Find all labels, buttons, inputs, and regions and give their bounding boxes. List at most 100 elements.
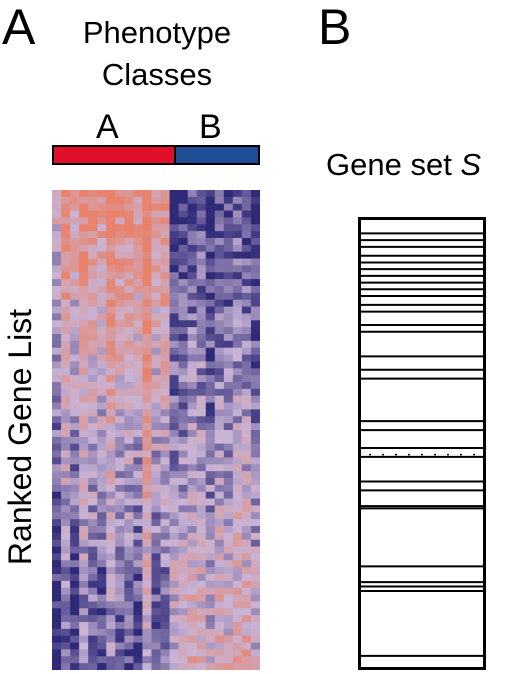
heatmap-cell — [160, 354, 170, 362]
heatmap-cell — [97, 587, 107, 595]
heatmap-cell — [88, 656, 98, 664]
heatmap-cell — [70, 642, 80, 650]
heatmap-cell — [178, 505, 189, 513]
heatmap-cell — [178, 306, 189, 314]
heatmap-cell — [187, 388, 198, 397]
heatmap-cell — [187, 238, 198, 246]
heatmap-cell — [133, 238, 143, 246]
heatmap-cell — [169, 587, 180, 595]
heatmap-cell — [124, 320, 134, 328]
heatmap-cell — [205, 382, 216, 390]
heatmap-cell — [115, 430, 125, 438]
heatmap-cell — [70, 210, 80, 218]
heatmap-cell — [160, 471, 170, 479]
heatmap-cell — [160, 395, 170, 403]
heatmap-cell — [160, 210, 170, 218]
heatmap-cell — [187, 258, 198, 266]
heatmap-cell — [142, 464, 152, 472]
heatmap-cell — [52, 402, 62, 410]
heatmap-cell — [169, 635, 180, 643]
heatmap-cell — [106, 512, 116, 520]
heatmap-cell — [241, 491, 252, 499]
heatmap-cell — [61, 443, 71, 451]
heatmap-cell — [241, 190, 252, 198]
heatmap-cell — [232, 526, 243, 534]
heatmap-cell — [52, 320, 62, 328]
heatmap-cell — [223, 491, 234, 499]
heatmap-cell — [241, 478, 252, 486]
heatmap-cell — [97, 395, 107, 403]
heatmap-cell — [187, 430, 198, 438]
heatmap-cell — [250, 491, 260, 499]
heatmap-cell — [70, 580, 80, 589]
heatmap-cell — [79, 539, 89, 547]
heatmap-cell — [79, 484, 89, 493]
heatmap-cell — [124, 265, 134, 273]
heatmap-cell — [250, 395, 260, 403]
heatmap-cell — [133, 368, 143, 376]
heatmap-cell — [142, 265, 152, 273]
heatmap-cell — [223, 553, 234, 561]
heatmap-cell — [241, 416, 252, 424]
heatmap-cell — [97, 532, 107, 541]
heatmap-cell — [223, 190, 234, 198]
heatmap-cell — [241, 306, 252, 314]
heatmap-cell — [70, 334, 80, 342]
heatmap-cell — [223, 526, 234, 534]
heatmap-cell — [79, 190, 89, 198]
heatmap-cell — [187, 299, 198, 307]
heatmap-cell — [97, 340, 107, 349]
heatmap-cell — [79, 649, 89, 657]
heatmap-cell — [160, 292, 170, 301]
heatmap-cell — [187, 292, 198, 301]
heatmap-cell — [160, 306, 170, 314]
heatmap-cell — [79, 388, 89, 397]
heatmap-cell — [142, 210, 152, 218]
heatmap-cell — [178, 423, 189, 431]
heatmap-cell — [187, 663, 198, 670]
heatmap-cell — [160, 251, 170, 259]
heatmap-cell — [115, 594, 125, 602]
heatmap-cell — [223, 402, 234, 410]
heatmap-cell — [79, 423, 89, 431]
heatmap-cell — [232, 642, 243, 650]
heatmap-cell — [214, 505, 225, 513]
heatmap-cell — [241, 361, 252, 369]
heatmap-cell — [124, 354, 134, 362]
heatmap-cell — [151, 238, 161, 246]
heatmap-cell — [97, 430, 107, 438]
heatmap-cell — [214, 217, 225, 225]
heatmap-cell — [124, 292, 134, 301]
heatmap-cell — [205, 361, 216, 369]
heatmap-cell — [52, 327, 62, 335]
heatmap-cell — [142, 430, 152, 438]
heatmap-cell — [61, 649, 71, 657]
heatmap-cell — [160, 546, 170, 554]
heatmap-cell — [70, 628, 80, 637]
heatmap-cell — [169, 190, 180, 198]
heatmap-cell — [250, 217, 260, 225]
heatmap-cell — [106, 628, 116, 637]
heatmap-cell — [70, 464, 80, 472]
heatmap-cell — [223, 519, 234, 527]
heatmap-cell — [115, 574, 125, 582]
heatmap-cell — [232, 608, 243, 616]
heatmap-cell — [70, 423, 80, 431]
heatmap-cell — [97, 608, 107, 616]
heatmap-cell — [61, 642, 71, 650]
heatmap-cell — [205, 190, 216, 198]
heatmap-cell — [178, 560, 189, 568]
heatmap-cell — [88, 560, 98, 568]
heatmap-cell — [196, 361, 207, 369]
heatmap-cell — [106, 505, 116, 513]
heatmap-cell — [79, 320, 89, 328]
heatmap-cell — [250, 553, 260, 561]
heatmap-cell — [160, 436, 170, 445]
heatmap-cell — [178, 526, 189, 534]
heatmap-cell — [52, 628, 62, 637]
heatmap-cell — [106, 196, 116, 205]
heatmap-cell — [142, 608, 152, 616]
heatmap-cell — [214, 484, 225, 493]
heatmap-cell — [79, 224, 89, 232]
heatmap-cell — [151, 532, 161, 541]
